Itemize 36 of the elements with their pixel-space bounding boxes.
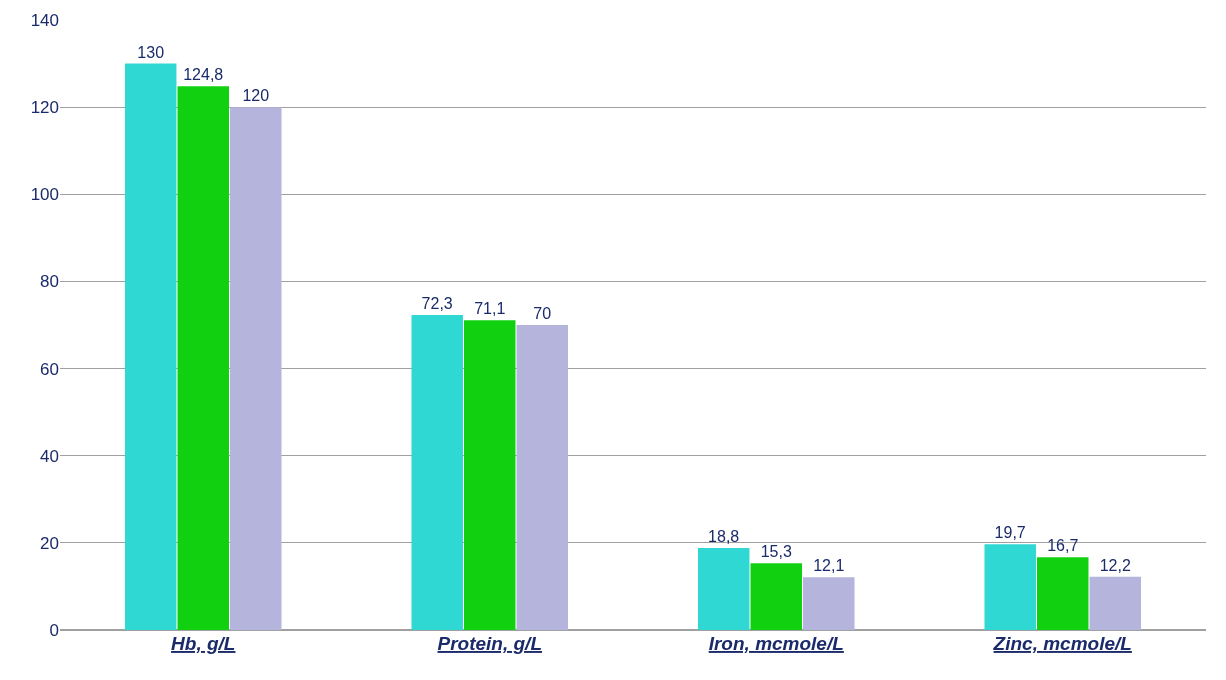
y-tick-label: 60 [40, 359, 59, 379]
x-tick-label: Hb, g/L [171, 633, 236, 654]
data-label: 15,3 [760, 543, 792, 561]
bar [464, 320, 516, 630]
bar [411, 314, 463, 630]
bar [177, 86, 229, 630]
x-tick-label: Zinc, mcmole/L [992, 633, 1132, 654]
x-tick-label: Protein, g/L [437, 633, 542, 654]
data-label: 12,1 [813, 557, 845, 575]
y-tick-label: 20 [40, 533, 59, 553]
bar [750, 563, 802, 630]
data-label: 16,7 [1047, 537, 1079, 555]
y-tick-label: 40 [40, 446, 59, 466]
data-label: 124,8 [183, 66, 224, 84]
y-tick-label: 100 [30, 185, 59, 205]
bar [697, 548, 750, 630]
bar [1089, 576, 1142, 630]
y-tick-label: 0 [49, 620, 59, 640]
data-label: 18,8 [708, 528, 740, 546]
data-label: 120 [242, 87, 270, 105]
x-tick-label: Iron, mcmole/L [708, 633, 844, 654]
data-label: 72,3 [421, 294, 453, 312]
bar [803, 577, 855, 630]
data-label: 12,2 [1099, 556, 1131, 574]
y-tick-label: 80 [40, 272, 59, 292]
data-label: 70 [533, 305, 552, 322]
data-label: 71,1 [474, 300, 506, 318]
bar [124, 63, 177, 630]
bar [230, 107, 282, 630]
bar [984, 544, 1036, 630]
bar [1037, 557, 1089, 630]
y-tick-label: 120 [30, 98, 59, 118]
y-tick-label: 140 [30, 10, 59, 30]
bar [516, 325, 569, 630]
data-label: 19,7 [994, 524, 1026, 542]
data-label: 130 [137, 43, 165, 61]
